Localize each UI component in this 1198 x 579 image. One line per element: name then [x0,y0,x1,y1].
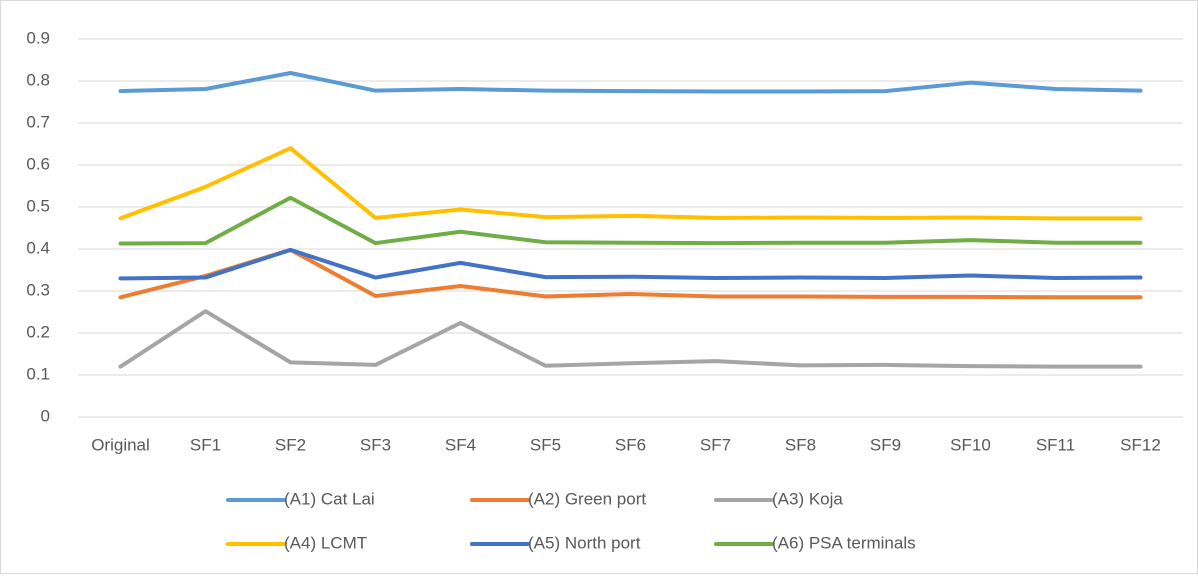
y-tick-label: 0.3 [26,280,50,299]
series-line [118,71,1143,94]
x-tick-label: SF4 [445,435,476,454]
x-tick-label: Original [91,435,150,454]
y-tick-label: 0.7 [26,112,50,131]
x-tick-label: SF6 [615,435,646,454]
x-tick-label: SF3 [360,435,391,454]
x-tick-label: SF12 [1120,435,1161,454]
x-tick-label: SF2 [275,435,306,454]
y-tick-label: 0.8 [26,70,50,89]
y-tick-label: 0 [41,406,50,425]
series-line [118,146,1143,221]
legend-label: (A5) North port [528,533,641,552]
legend-label: (A1) Cat Lai [284,489,375,508]
y-tick-label: 0.4 [26,238,50,257]
legend-label: (A4) LCMT [284,533,367,552]
y-tick-label: 0.2 [26,322,50,341]
legend-label: (A3) Koja [772,489,843,508]
x-tick-label: SF1 [190,435,221,454]
legend-label: (A6) PSA terminals [772,533,916,552]
x-tick-label: SF5 [530,435,561,454]
y-tick-label: 0.1 [26,364,50,383]
y-tick-label: 0.6 [26,154,50,173]
x-tick-label: SF8 [785,435,816,454]
x-tick-label: SF11 [1036,435,1075,454]
x-tick-label: SF7 [700,435,731,454]
series-line [118,247,1143,281]
series-line [118,309,1143,369]
series-line [118,195,1143,246]
legend-label: (A2) Green port [528,489,646,508]
x-tick-label: SF10 [950,435,991,454]
y-tick-label: 0.9 [26,28,50,47]
x-tick-label: SF9 [870,435,901,454]
y-tick-label: 0.5 [26,196,50,215]
